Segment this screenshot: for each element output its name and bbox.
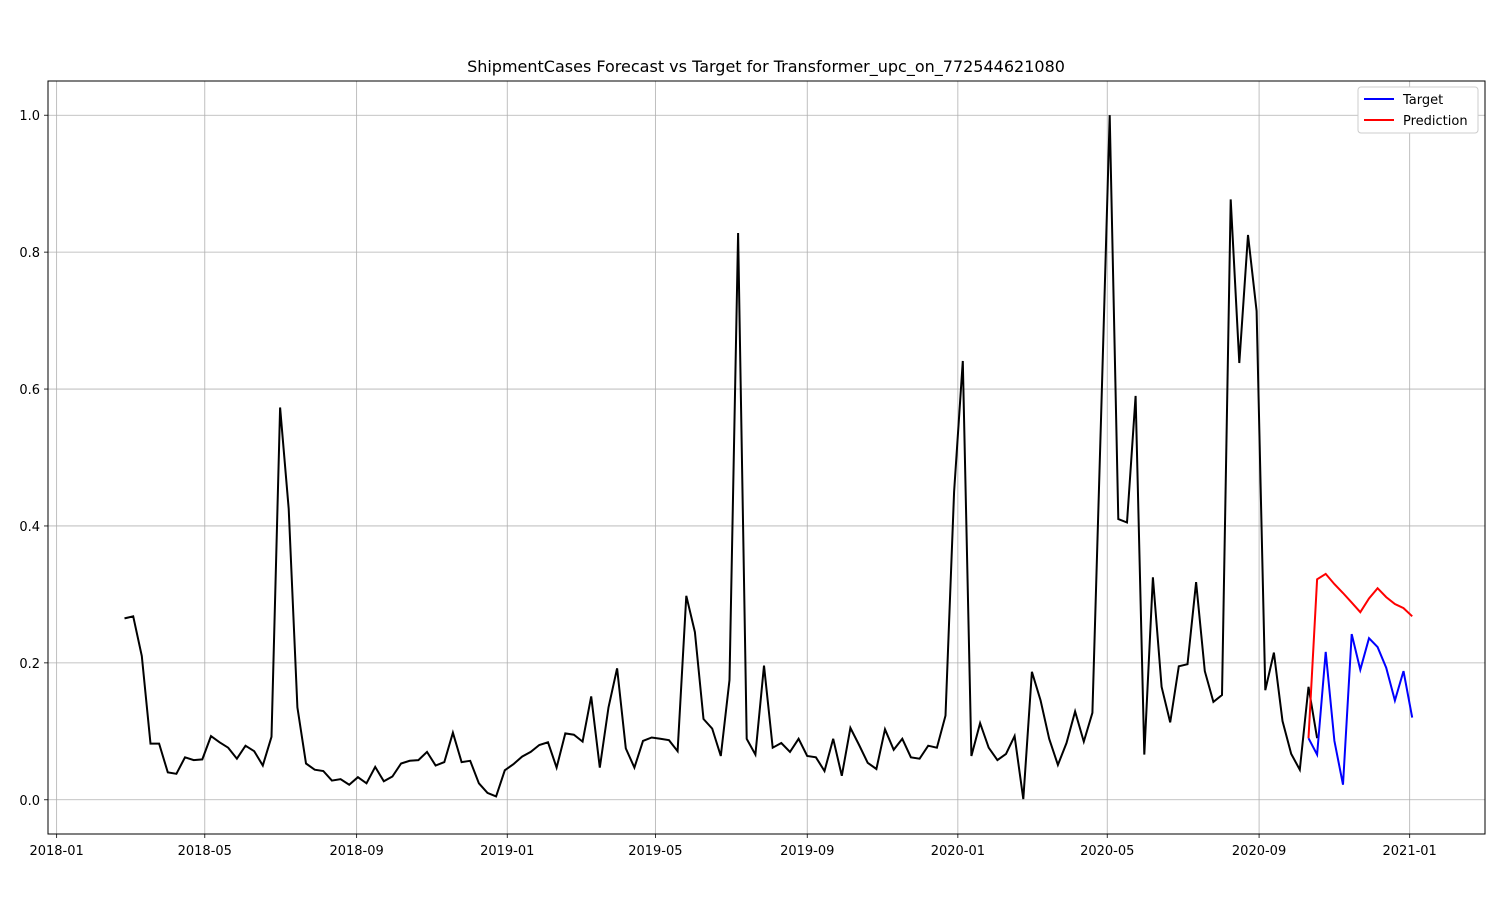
x-tick-label: 2019-09 [780,844,834,859]
legend-label-prediction: Prediction [1403,114,1468,129]
y-tick-label: 0.6 [19,383,40,398]
series-line-prediction [1307,572,1413,739]
y-tick-label: 1.0 [19,109,40,124]
series-line-history [124,115,1319,800]
y-tick-label: 0.8 [19,246,40,261]
chart-title: ShipmentCases Forecast vs Target for Tra… [467,57,1065,77]
x-tick-label: 2018-05 [178,844,232,859]
x-tick-label: 2021-01 [1383,844,1437,859]
y-axis: 0.0 0.2 0.4 0.6 0.8 1.0 [19,109,48,809]
series-line-target [1307,633,1414,785]
y-tick-label: 0.2 [19,657,40,672]
y-tick-label: 0.0 [19,794,40,809]
x-tick-label: 2018-09 [329,844,383,859]
x-tick-label: 2019-01 [480,844,534,859]
plot-frame [47,80,1486,835]
y-tick-label: 0.4 [19,520,40,535]
x-tick-label: 2020-01 [931,844,985,859]
x-tick-label: 2019-05 [628,844,682,859]
series-lines [124,115,1414,800]
x-tick-label: 2020-05 [1080,844,1134,859]
x-tick-label: 2018-01 [29,844,83,859]
grid [48,81,1485,834]
legend: Target Prediction [1357,86,1479,134]
x-axis: 2018-01 2018-05 2018-09 2019-01 2019-05 2019-… [29,834,1437,859]
x-tick-label: 2020-09 [1232,844,1286,859]
legend-label-target: Target [1402,93,1443,108]
